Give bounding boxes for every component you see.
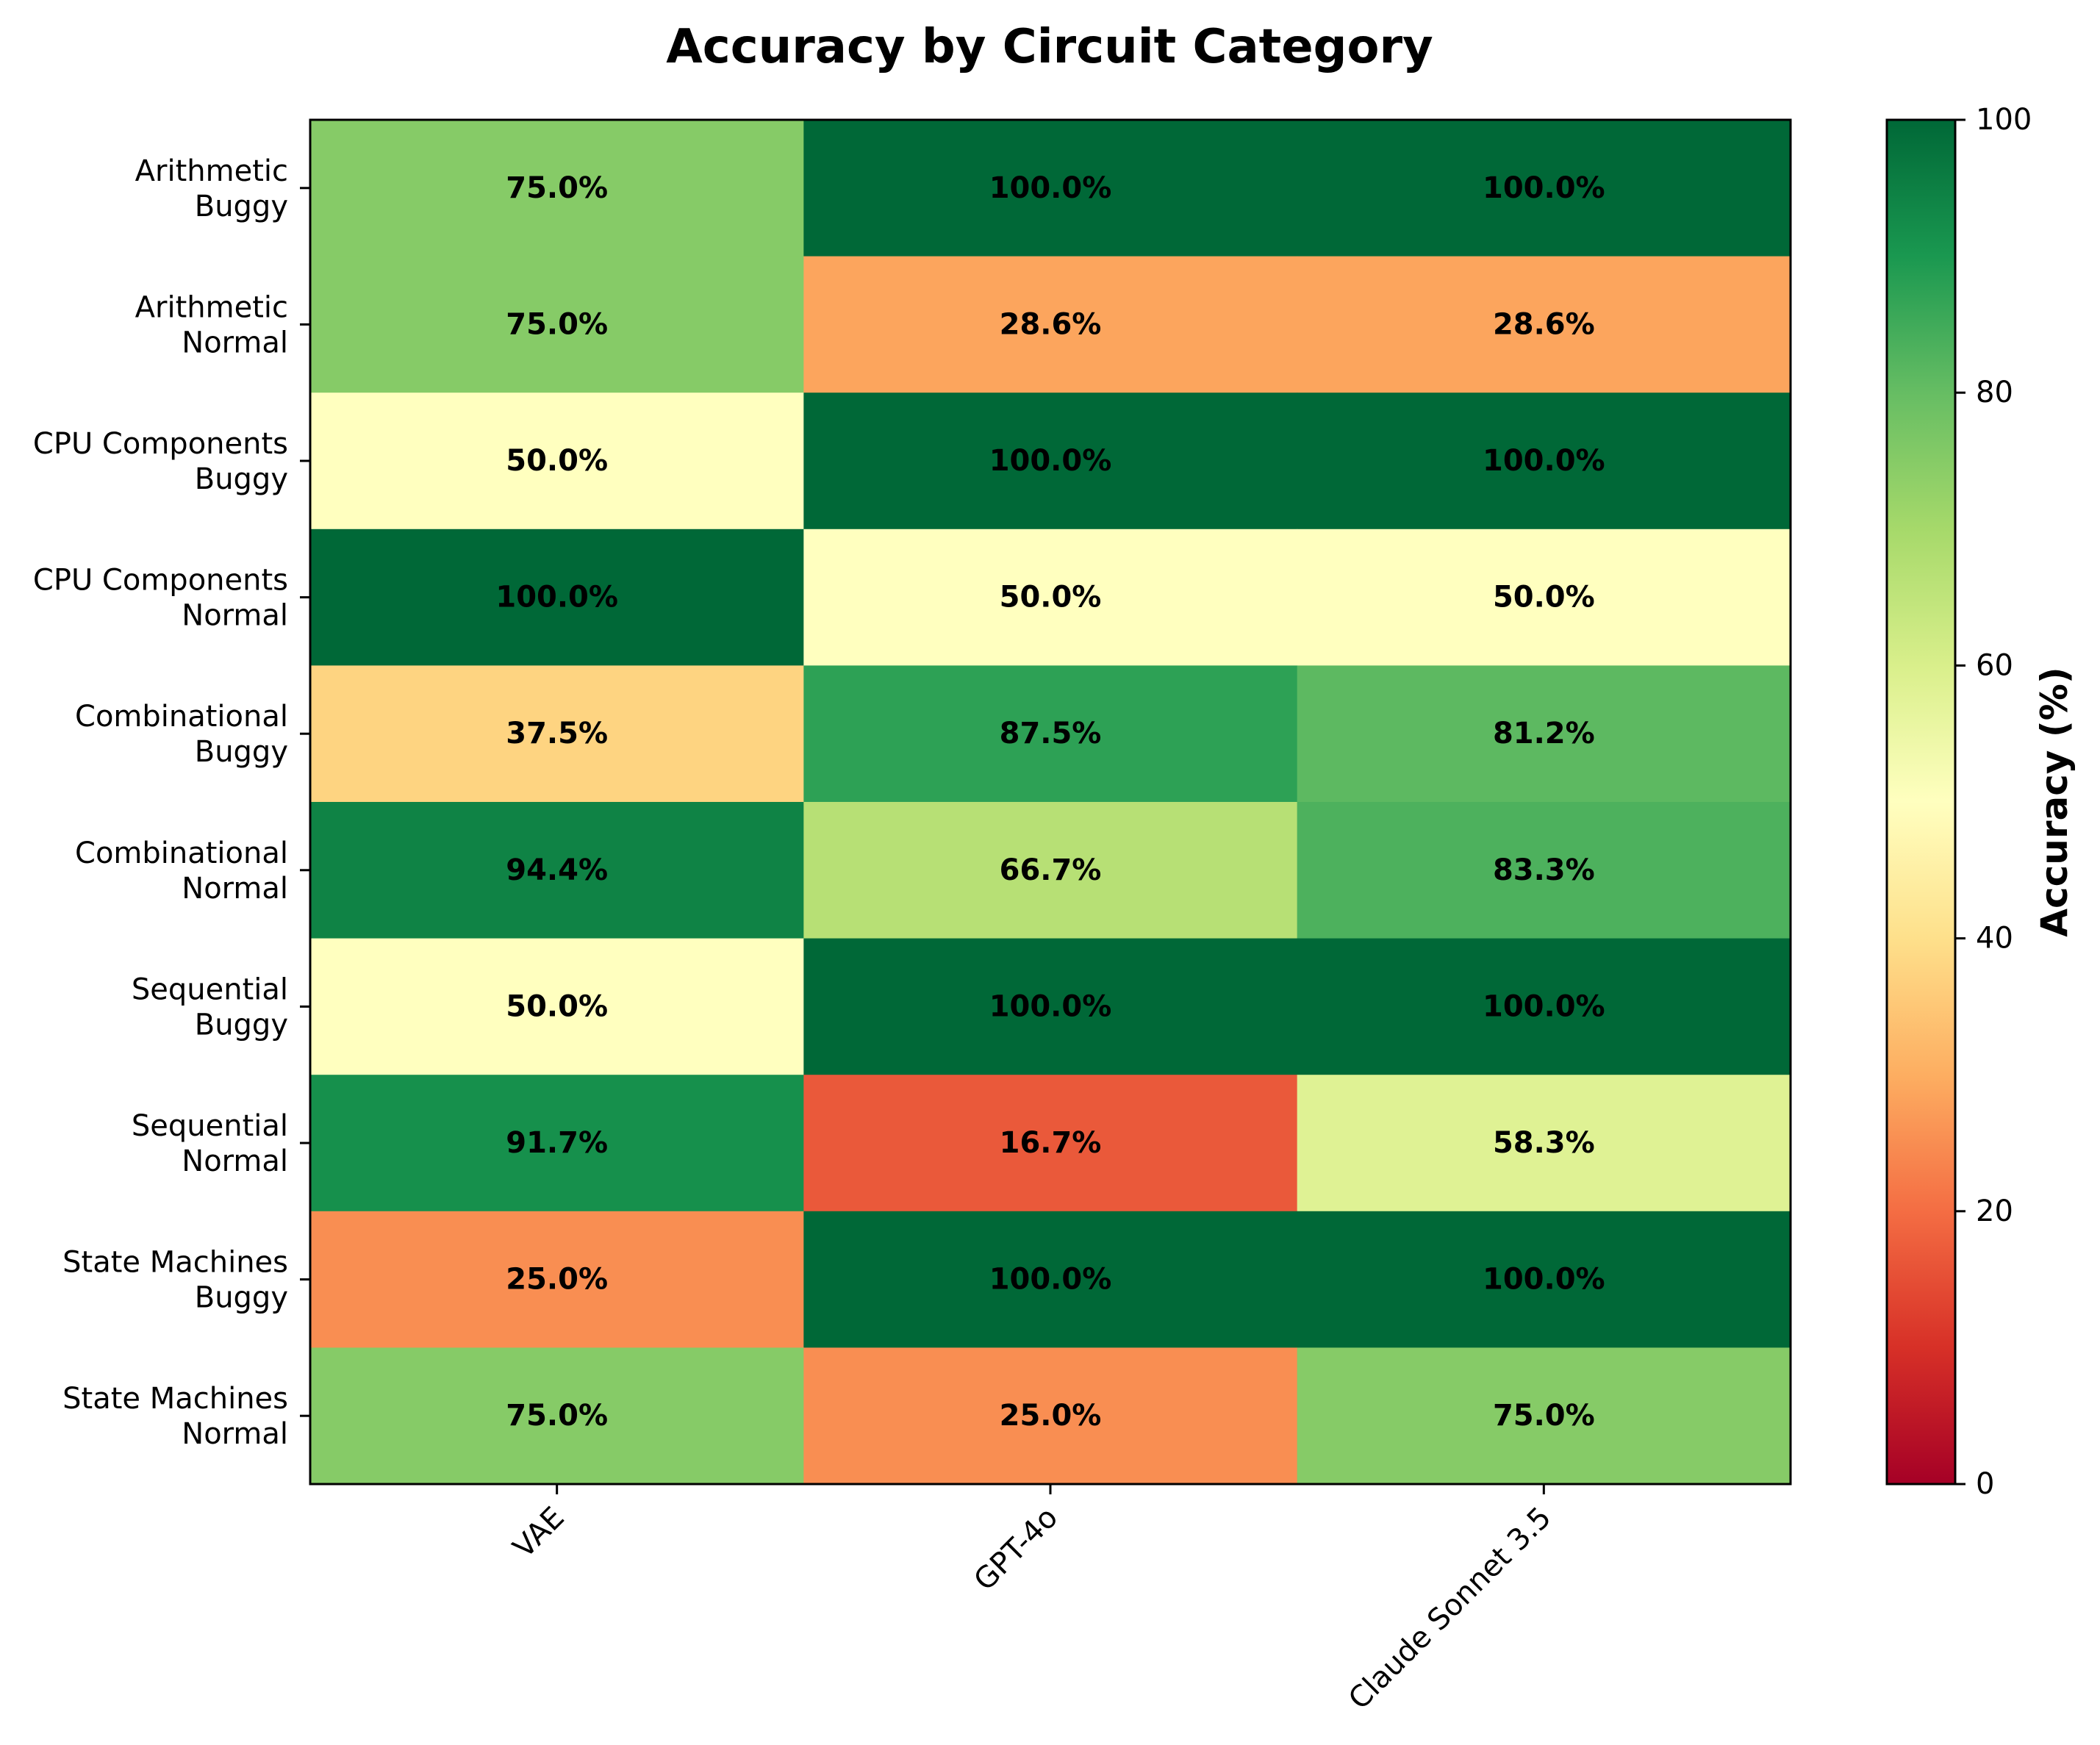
heatmap-cell <box>803 1075 1298 1212</box>
heatmap-cell <box>310 528 804 666</box>
cell-value-label: 87.5% <box>1000 717 1102 750</box>
colorbar-tick-label: 80 <box>1976 376 2013 409</box>
cell-value-label: 66.7% <box>1000 853 1102 887</box>
heatmap-cell <box>310 1075 804 1212</box>
heatmap-cell <box>803 393 1298 530</box>
heatmap-cell <box>310 393 804 530</box>
y-tick-label: CPU Components Normal <box>33 564 288 633</box>
y-tick-label: Arithmetic Buggy <box>135 154 288 223</box>
cell-value-label: 100.0% <box>989 444 1112 478</box>
cell-value-label: 100.0% <box>1483 1263 1605 1297</box>
heatmap-cell <box>803 1211 1298 1348</box>
colorbar-tick-label: 20 <box>1976 1194 2013 1228</box>
cell-value-label: 75.0% <box>506 1399 608 1433</box>
x-tick-label: Claude Sonnet 3.5 <box>1342 1501 1558 1716</box>
colorbar-tick-label: 100 <box>1976 103 2032 137</box>
colorbar-tick-label: 0 <box>1976 1467 1994 1501</box>
heatmap-cell-labels: 75.0% 100.0% 100.0% 75.0% 28.6% 28.6% 50.0% 100… <box>495 171 1605 1433</box>
cell-value-label: 94.4% <box>506 853 608 887</box>
cell-value-label: 50.0% <box>506 444 608 478</box>
cell-value-label: 100.0% <box>1483 444 1605 478</box>
heatmap-cell <box>310 802 804 939</box>
cell-value-label: 100.0% <box>1483 171 1605 205</box>
cell-value-label: 25.0% <box>1000 1399 1102 1433</box>
colorbar-label: Accuracy (%) <box>2033 667 2076 936</box>
x-tick-label: VAE <box>506 1501 570 1565</box>
heatmap-cell <box>1297 1075 1791 1212</box>
heatmap-cell <box>1297 528 1791 666</box>
cell-value-label: 37.5% <box>506 717 608 750</box>
cell-value-label: 50.0% <box>1000 581 1102 614</box>
y-tick-label: State Machines Normal <box>62 1382 288 1451</box>
heatmap-cell <box>1297 393 1791 530</box>
colorbar-tick-label: 60 <box>1976 648 2013 682</box>
y-tick-label: CPU Components Buggy <box>33 427 288 496</box>
cell-value-label: 58.3% <box>1493 1126 1595 1160</box>
cell-value-label: 75.0% <box>1493 1399 1595 1433</box>
y-tick-label: Combinational Normal <box>75 836 288 906</box>
chart-title: Accuracy by Circuit Category <box>666 20 1433 74</box>
colorbar-ticks: 0 20 40 60 80 100 <box>1955 103 2032 1501</box>
cell-value-label: 50.0% <box>506 989 608 1023</box>
heatmap-cell <box>1297 120 1791 257</box>
heatmap-cell <box>310 938 804 1075</box>
cell-value-label: 83.3% <box>1493 853 1595 887</box>
colorbar: 0 20 40 60 80 100 Accuracy (%) <box>1885 103 2076 1501</box>
cell-value-label: 28.6% <box>1493 307 1595 341</box>
cell-value-label: 100.0% <box>989 1263 1112 1297</box>
cell-value-label: 25.0% <box>506 1263 608 1297</box>
heatmap-cell <box>1297 1347 1791 1485</box>
y-tick-label: Combinational Buggy <box>75 700 288 769</box>
heatmap-cell <box>310 1347 804 1485</box>
heatmap-cell <box>1297 665 1791 803</box>
heatmap-cell <box>803 665 1298 803</box>
heatmap-cell <box>803 938 1298 1075</box>
heatmap-cell <box>310 665 804 803</box>
cell-value-label: 100.0% <box>495 581 618 614</box>
heatmap-cell <box>310 256 804 393</box>
y-tick-label: Arithmetic Normal <box>135 290 288 359</box>
x-tick-label: GPT-4o <box>967 1501 1064 1598</box>
heatmap-cell <box>310 120 804 257</box>
cell-value-label: 28.6% <box>1000 307 1102 341</box>
heatmap-cell <box>803 802 1298 939</box>
heatmap-cell <box>1297 1211 1791 1348</box>
heatmap-cell <box>1297 938 1791 1075</box>
colorbar-gradient <box>1885 118 1957 1486</box>
heatmap-cells <box>310 120 1791 1485</box>
cell-value-label: 81.2% <box>1493 717 1595 750</box>
cell-value-label: 16.7% <box>1000 1126 1102 1160</box>
heatmap-cell <box>310 1211 804 1348</box>
cell-value-label: 100.0% <box>989 171 1112 205</box>
heatmap-cell <box>803 120 1298 257</box>
heatmap-cell <box>803 528 1298 666</box>
cell-value-label: 100.0% <box>1483 989 1605 1023</box>
cell-value-label: 75.0% <box>506 171 608 205</box>
x-axis: VAE GPT-4o Claude Sonnet 3.5 <box>506 1484 1558 1716</box>
heatmap-cell <box>803 1347 1298 1485</box>
y-tick-label: Sequential Buggy <box>132 972 288 1042</box>
cell-value-label: 75.0% <box>506 307 608 341</box>
y-tick-label: Sequential Normal <box>132 1109 288 1178</box>
heatmap-cell <box>1297 256 1791 393</box>
cell-value-label: 50.0% <box>1493 581 1595 614</box>
y-tick-label: State Machines Buggy <box>62 1246 288 1315</box>
colorbar-tick-label: 40 <box>1976 922 2013 956</box>
cell-value-label: 91.7% <box>506 1126 608 1160</box>
cell-value-label: 100.0% <box>989 989 1112 1023</box>
y-axis: Arithmetic Buggy Arithmetic Normal CPU Compo… <box>33 154 310 1451</box>
heatmap-cell <box>1297 802 1791 939</box>
heatmap-cell <box>803 256 1298 393</box>
